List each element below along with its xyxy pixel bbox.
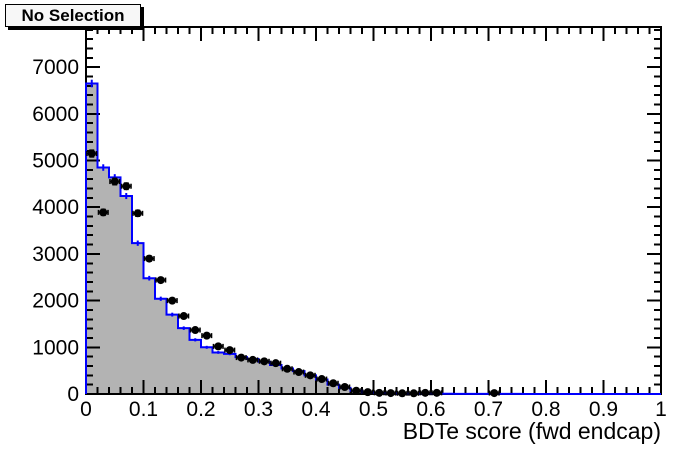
- x-axis-title: BDTe score (fwd endcap): [403, 418, 661, 444]
- x-tick-label: 0.4: [301, 398, 331, 421]
- x-tick-label: 0.1: [129, 398, 158, 421]
- x-tick-label: 1: [655, 398, 667, 421]
- data-point: [97, 208, 109, 217]
- axis-ticks: [85, 27, 662, 395]
- data-point: [155, 276, 167, 285]
- x-axis-labels: 0 0.1 0.2 0.3 0.4 0.5 0.6 0.7 0.8 0.9 1: [80, 398, 667, 421]
- data-point: [362, 388, 374, 397]
- y-tick-label: 6000: [32, 103, 79, 126]
- x-tick-label: 0.6: [416, 398, 445, 421]
- data-point: [281, 364, 293, 373]
- data-point: [350, 386, 362, 395]
- data-point: [132, 209, 144, 218]
- data-point: [201, 331, 213, 340]
- data-point: [373, 388, 385, 397]
- data-point: [419, 388, 431, 397]
- data-point: [408, 389, 420, 398]
- data-point: [224, 346, 236, 355]
- data-points: [86, 149, 500, 398]
- data-point: [293, 368, 305, 377]
- title-box: No Selection: [5, 4, 141, 27]
- y-tick-label: 0: [67, 383, 79, 406]
- data-point: [258, 357, 270, 366]
- histogram-fill: [86, 83, 661, 395]
- data-point: [431, 388, 443, 397]
- data-point: [143, 254, 155, 263]
- data-point: [270, 359, 282, 368]
- data-point: [316, 375, 328, 384]
- data-point: [120, 182, 132, 191]
- x-axis-title-text: BDTe score (fwd endcap): [403, 418, 661, 444]
- data-point: [235, 353, 247, 362]
- data-point: [109, 177, 121, 186]
- data-point: [339, 382, 351, 391]
- x-tick-label: 0: [80, 398, 92, 421]
- title-box-label: No Selection: [21, 5, 125, 25]
- data-point: [178, 312, 190, 321]
- y-tick-label: 7000: [32, 56, 79, 79]
- x-tick-label: 0.2: [186, 398, 215, 421]
- data-point: [166, 296, 178, 305]
- y-tick-label: 3000: [32, 243, 79, 266]
- data-point: [304, 371, 316, 380]
- y-tick-label: 1000: [32, 336, 79, 359]
- data-point: [212, 342, 224, 351]
- data-point: [385, 389, 397, 398]
- y-axis-labels: 0 1000 2000 3000 4000 5000 6000 7000: [32, 56, 79, 406]
- x-tick-label: 0.3: [244, 398, 273, 421]
- data-point: [189, 326, 201, 335]
- data-point: [86, 149, 98, 158]
- x-tick-label: 0.7: [474, 398, 503, 421]
- x-tick-label: 0.9: [589, 398, 618, 421]
- y-tick-label: 2000: [32, 290, 79, 313]
- x-tick-label: 0.8: [531, 398, 560, 421]
- data-point: [396, 389, 408, 398]
- y-tick-label: 5000: [32, 150, 79, 173]
- y-tick-label: 4000: [32, 196, 79, 219]
- x-tick-label: 0.5: [359, 398, 388, 421]
- data-point: [327, 379, 339, 388]
- data-point: [488, 389, 500, 398]
- data-point: [247, 355, 259, 364]
